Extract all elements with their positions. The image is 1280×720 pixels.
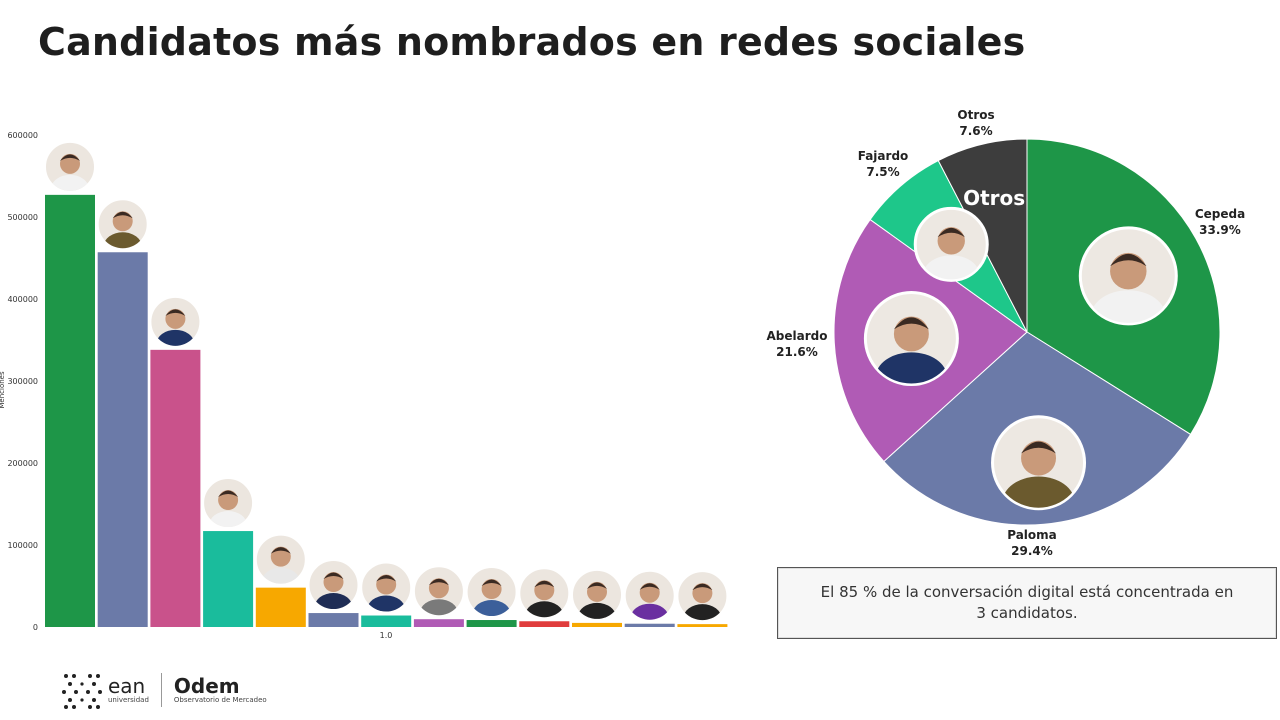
pie-label-percent: 7.6% xyxy=(959,124,992,138)
pie-label-percent: 29.4% xyxy=(1011,544,1053,558)
bar xyxy=(255,587,306,627)
bar xyxy=(677,624,728,627)
y-tick-label: 300000 xyxy=(7,377,38,386)
bar xyxy=(413,619,464,627)
candidate-avatar-icon xyxy=(676,570,729,623)
bar xyxy=(45,194,95,628)
candidate-avatar-icon xyxy=(1078,226,1178,326)
candidate-avatar-icon xyxy=(202,477,255,530)
y-axis-label: Menciones xyxy=(0,371,6,409)
odem-logo-text: Odem xyxy=(173,674,240,698)
candidate-avatar-icon xyxy=(412,565,465,618)
candidate-avatar-icon xyxy=(96,198,149,251)
bar xyxy=(97,252,148,627)
bar xyxy=(466,620,517,627)
y-tick-label: 400000 xyxy=(7,295,38,304)
y-tick-label: 500000 xyxy=(7,213,38,222)
pie-label-percent: 21.6% xyxy=(776,345,818,359)
pie-chart: Otros Cepeda 33.9% Paloma 29.4% Abelardo 21.6%… xyxy=(767,108,1246,558)
candidate-avatar-icon xyxy=(913,206,989,282)
bar xyxy=(624,623,675,627)
ean-dots-icon xyxy=(62,674,102,709)
pie-label-name: Otros xyxy=(957,108,994,122)
pie-label-name: Cepeda xyxy=(1195,207,1245,221)
candidate-avatar-icon xyxy=(254,533,307,586)
summary-note: El 85 % de la conversación digital está … xyxy=(777,567,1277,639)
ean-logo-subtext: universidad xyxy=(108,696,149,704)
bar xyxy=(572,622,622,627)
y-tick-label: 600000 xyxy=(7,131,38,140)
bar xyxy=(150,349,201,627)
candidate-avatar-icon xyxy=(623,569,676,622)
pie-label-percent: 33.9% xyxy=(1199,223,1241,237)
candidate-avatar-icon xyxy=(863,291,959,387)
x-tick-label: 1.0 xyxy=(380,631,393,640)
ean-logo-text: ean xyxy=(108,674,146,698)
bar xyxy=(203,531,254,627)
y-tick-label: 200000 xyxy=(7,459,38,468)
pie-label-name: Abelardo xyxy=(767,329,828,343)
pie-inner-label: Otros xyxy=(963,186,1025,210)
odem-logo-subtext: Observatorio de Mercadeo xyxy=(173,696,267,704)
pie-label-percent: 7.5% xyxy=(866,165,899,179)
bar xyxy=(361,615,412,627)
candidate-avatar-icon xyxy=(518,567,571,620)
logo-divider xyxy=(160,673,162,707)
candidate-avatar-icon xyxy=(307,559,360,612)
y-tick-label: 100000 xyxy=(7,541,38,550)
candidate-avatar-icon xyxy=(360,561,413,614)
footer-logos: ean universidad Odem Observatorio de Mer… xyxy=(60,668,267,712)
pie-label-name: Fajardo xyxy=(858,149,909,163)
y-tick-label: 0 xyxy=(33,623,38,632)
bar xyxy=(308,613,359,627)
pie-label-name: Paloma xyxy=(1007,528,1057,542)
candidate-avatar-icon xyxy=(44,140,96,193)
candidate-avatar-icon xyxy=(149,295,202,348)
candidate-avatar-icon xyxy=(991,415,1087,511)
bar-chart: 0 100000 200000 300000 400000 500000 600000 Men… xyxy=(0,131,729,640)
page-title: Candidatos más nombrados en redes social… xyxy=(38,20,1026,64)
candidate-avatar-icon xyxy=(571,568,623,621)
bar xyxy=(519,621,570,627)
candidate-avatar-icon xyxy=(465,566,518,619)
